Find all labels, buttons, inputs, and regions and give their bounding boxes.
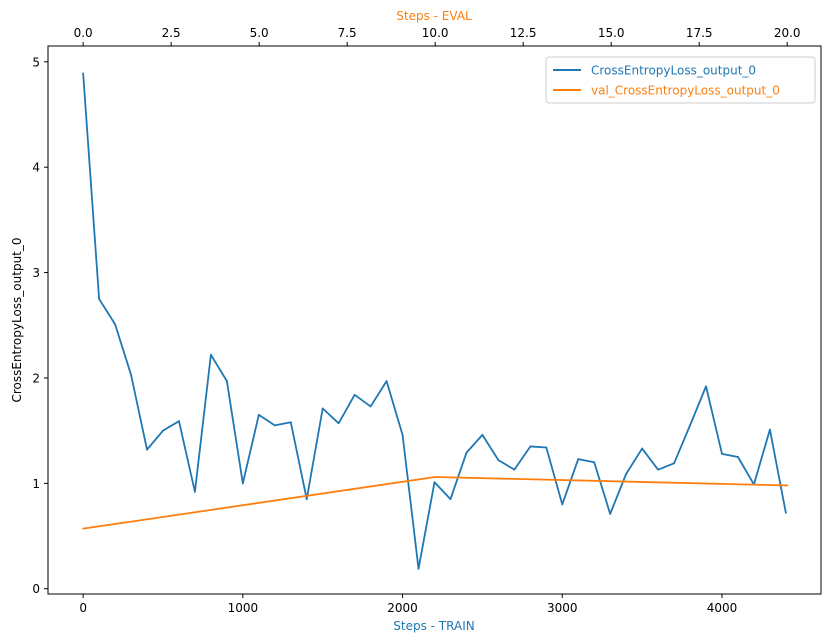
series-1-point [786,484,789,487]
series-0-point [210,353,212,356]
y-tick-label: 5 [32,55,40,69]
series-0-point [178,420,180,423]
series-0-point [417,567,420,570]
top-x-axis: 0.0 2.5 5.0 7.5 10.0 12.5 15.0 17.5 20.0 [74,26,801,46]
top-axis-label: Steps - EVAL [396,9,472,23]
series-0-point [257,413,260,416]
top-tick-label: 0.0 [74,26,93,40]
series-0-point [289,421,292,424]
series-0-point [401,433,404,436]
bottom-axis-label: Steps - TRAIN [393,619,474,633]
bottom-tick-label: 3000 [547,601,578,615]
series-0-point [465,451,468,454]
series-1-point [82,527,85,530]
y-tick-label: 3 [32,266,40,280]
top-tick-label: 5.0 [250,26,269,40]
series-0-point [194,490,196,493]
series-0-point [721,452,723,455]
y-tick-label: 4 [32,161,40,175]
series-0-point [641,447,644,450]
y-tick-label: 2 [32,371,40,385]
series-0-point [273,424,276,427]
series-0-point [625,472,628,475]
series-0-point [497,459,500,462]
legend-box [545,56,816,104]
plot-frame [47,45,822,595]
top-tick-label: 12.5 [510,26,537,40]
top-tick-label: 15.0 [598,26,625,40]
series-0-point [657,468,659,471]
series-0-point [98,298,101,300]
series-0-point [321,407,324,410]
series-0-point [705,385,707,388]
series-0-point [305,498,308,501]
top-tick-label: 10.0 [422,26,449,40]
top-tick-label: 7.5 [338,26,357,40]
series-0-point [162,429,164,432]
series-0-point [577,458,580,461]
series-lines [82,72,789,570]
series-0-point [768,428,771,431]
series-0-point [82,72,85,75]
series-1-point [434,476,437,478]
series-0-point [353,393,356,396]
legend-label-train: CrossEntropyLoss_output_0 [591,64,756,78]
series-0-point [513,468,516,471]
series-0-point [673,462,675,465]
series-0-point [449,498,452,501]
y-tick-label: 1 [32,477,40,491]
series-0-point [433,481,436,484]
series-0-point [609,513,612,515]
bottom-tick-label: 0 [79,601,87,615]
y-axis-label: CrossEntropyLoss_output_0 [10,237,24,402]
top-tick-label: 2.5 [162,26,181,40]
y-tick-label: 0 [32,582,40,596]
bottom-tick-label: 1000 [228,601,259,615]
series-0-point [130,373,132,376]
series-0-point [225,380,228,383]
series-0-point [737,456,739,458]
series-0-point [146,448,148,451]
top-tick-label: 17.5 [686,26,713,40]
legend-label-val: val_CrossEntropyLoss_output_0 [591,84,780,98]
series-0-point [593,461,596,464]
series-0-point [481,433,484,436]
series-0-point [114,323,116,326]
y-axis: 0 1 2 3 4 5 [32,55,48,596]
series-0-point [545,446,548,449]
series-0-point [337,422,340,425]
series-0-point [689,424,691,427]
series-0-point [561,503,564,506]
top-tick-label: 20.0 [774,26,801,40]
series-0-point [529,445,532,448]
bottom-tick-label: 2000 [387,601,418,615]
series-0-point [241,482,244,485]
legend: CrossEntropyLoss_output_0 val_CrossEntro… [545,56,816,104]
series-0-point [369,405,372,408]
series-0-point [784,511,787,514]
bottom-x-axis: 0 1000 2000 3000 4000 [79,594,737,615]
bottom-tick-label: 4000 [707,601,738,615]
series-0-point [385,380,388,383]
